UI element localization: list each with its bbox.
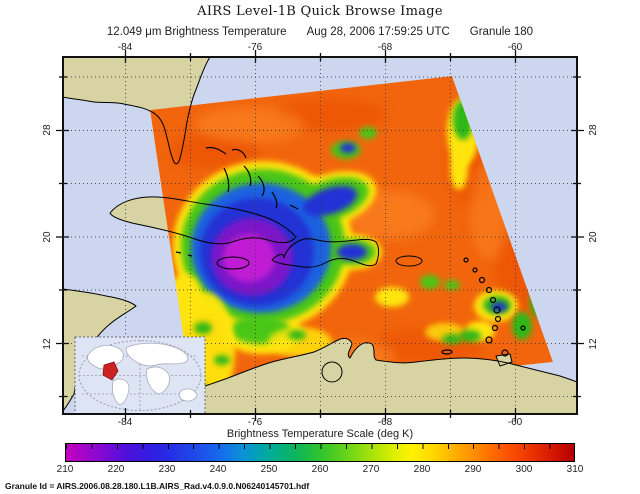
colorbar-tick-label: 300 [515, 464, 533, 475]
colorbar-title: Brightness Temperature Scale (deg K) [226, 428, 414, 440]
lon-tick-label: -68 [377, 417, 393, 428]
lake-maracaibo-outline [321, 361, 343, 383]
bahamas-outlines [175, 146, 299, 257]
lesser-antilles-outlines [441, 257, 526, 357]
granule-id-text: Granule Id = AIRS.2006.08.28.180.L1B.AIR… [5, 481, 310, 491]
colorbar-ticks [66, 444, 574, 449]
map-frame [56, 50, 584, 421]
lon-tick-label: -60 [507, 42, 523, 53]
coastlines [63, 57, 577, 414]
subtitle-row: 12.049 μm Brightness Temperature Aug 28,… [0, 26, 640, 38]
storm-cloud-mass [173, 161, 382, 354]
colorbar-tick-label: 310 [566, 464, 584, 475]
page-title: AIRS Level-1B Quick Browse Image [197, 4, 443, 19]
inset-swath-marker [102, 361, 119, 381]
lon-tick-label: -60 [507, 417, 523, 428]
colorbar-tick-label: 280 [413, 464, 431, 475]
lon-tick-label: -84 [117, 417, 133, 428]
colorbar-tick-label: 220 [107, 464, 125, 475]
lon-axis-bottom: -84 -76 -68 -60 [112, 417, 528, 428]
colorbar-tick-label: 230 [158, 464, 176, 475]
locator-inset-map [74, 336, 206, 414]
graticule [63, 57, 577, 414]
colorbar-tick-label: 250 [260, 464, 278, 475]
lon-tick-label: -76 [247, 42, 263, 53]
colorbar-tick-label: 240 [209, 464, 227, 475]
colorbar [65, 443, 575, 462]
granule-label: Granule 180 [469, 26, 534, 38]
colorbar-tick-label: 260 [311, 464, 329, 475]
lon-tick-label: -76 [247, 417, 263, 428]
lon-axis-top: -84 -76 -68 -60 [112, 42, 528, 53]
lon-tick-label: -68 [377, 42, 393, 53]
datetime-label: Aug 28, 2006 17:59:25 UTC [306, 26, 450, 38]
colorbar-tick-label: 270 [362, 464, 380, 475]
colorbar-tick-label: 290 [464, 464, 482, 475]
land-south-america [150, 338, 577, 414]
wavelength-label: 12.049 μm Brightness Temperature [106, 26, 287, 38]
lon-tick-label: -84 [117, 42, 133, 53]
land-central-america [63, 289, 136, 411]
colorbar-tick-label: 210 [56, 464, 74, 475]
colorbar-labels: 210 220 230 240 250 260 270 280 290 300 310 [55, 464, 585, 475]
